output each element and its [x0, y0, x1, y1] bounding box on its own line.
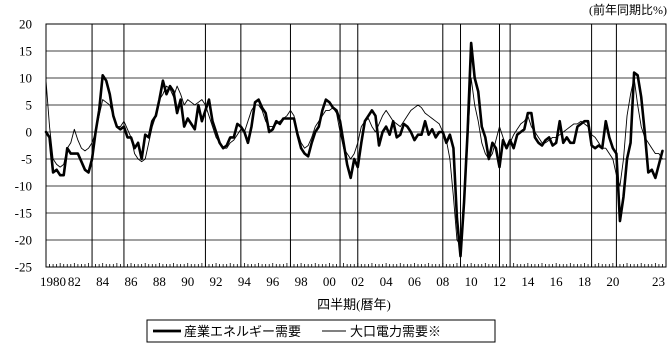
series-lines	[44, 41, 664, 258]
x-tick-label: 18	[578, 274, 591, 289]
x-tick-label: 10	[465, 274, 478, 289]
x-tick-label: 92	[210, 274, 223, 289]
x-tick-label: 00	[323, 274, 336, 289]
x-tick-label: 04	[380, 274, 394, 289]
legend: 産業エネルギー需要 大口電力需要※	[146, 319, 496, 343]
y-tick-label: 5	[26, 98, 33, 113]
x-axis-label: 四半期(暦年)	[317, 297, 391, 312]
x-tick-label: 90	[181, 274, 194, 289]
x-tick-label: 06	[408, 274, 422, 289]
y-tick-label: -5	[21, 152, 32, 167]
x-tick-label: 16	[550, 274, 564, 289]
plot-area	[45, 23, 667, 268]
x-tick-label: 98	[295, 274, 308, 289]
series-line-bulk-power	[45, 77, 663, 246]
y-tick-label: 10	[19, 71, 32, 86]
x-tick-label: 23	[652, 274, 665, 289]
x-tick-label: 96	[266, 274, 280, 289]
x-tick-label: 84	[96, 274, 110, 289]
legend-box	[146, 319, 496, 343]
x-tick-label: 82	[68, 274, 81, 289]
x-tick-label: 20	[606, 274, 619, 289]
series-line-industrial-energy	[44, 41, 664, 258]
y-tick-label: 20	[19, 17, 32, 32]
x-tick-label: 12	[493, 274, 506, 289]
vertical-markers	[45, 24, 617, 267]
y-tick-label: -25	[15, 260, 32, 275]
y-tick-labels: 20 15 10 5 0 -5 -10 -15 -20 -25	[15, 17, 32, 275]
x-tick-label: 02	[351, 274, 364, 289]
x-tick-label: 1980	[40, 274, 66, 289]
y-tick-label: -15	[15, 206, 32, 221]
x-tick-label: 88	[153, 274, 166, 289]
x-tick-label: 86	[125, 274, 139, 289]
legend-label-industrial: 産業エネルギー需要	[184, 324, 301, 339]
x-tick-label: 14	[521, 274, 535, 289]
y-tick-label: 0	[26, 125, 33, 140]
x-tick-label: 94	[238, 274, 252, 289]
y-tick-label: -20	[15, 233, 32, 248]
y-tick-label: -10	[15, 179, 32, 194]
x-tick-labels: 1980 82 84 86 88 90 92 94 96 98 00 02 04 06 08 10 12 14 16…	[40, 274, 665, 289]
legend-label-bulk-power: 大口電力需要※	[350, 324, 441, 339]
y-tick-label: 15	[19, 44, 32, 59]
unit-label: (前年同期比%)	[589, 2, 667, 17]
x-tick-label: 08	[436, 274, 449, 289]
x-minor-ticks	[45, 263, 667, 267]
